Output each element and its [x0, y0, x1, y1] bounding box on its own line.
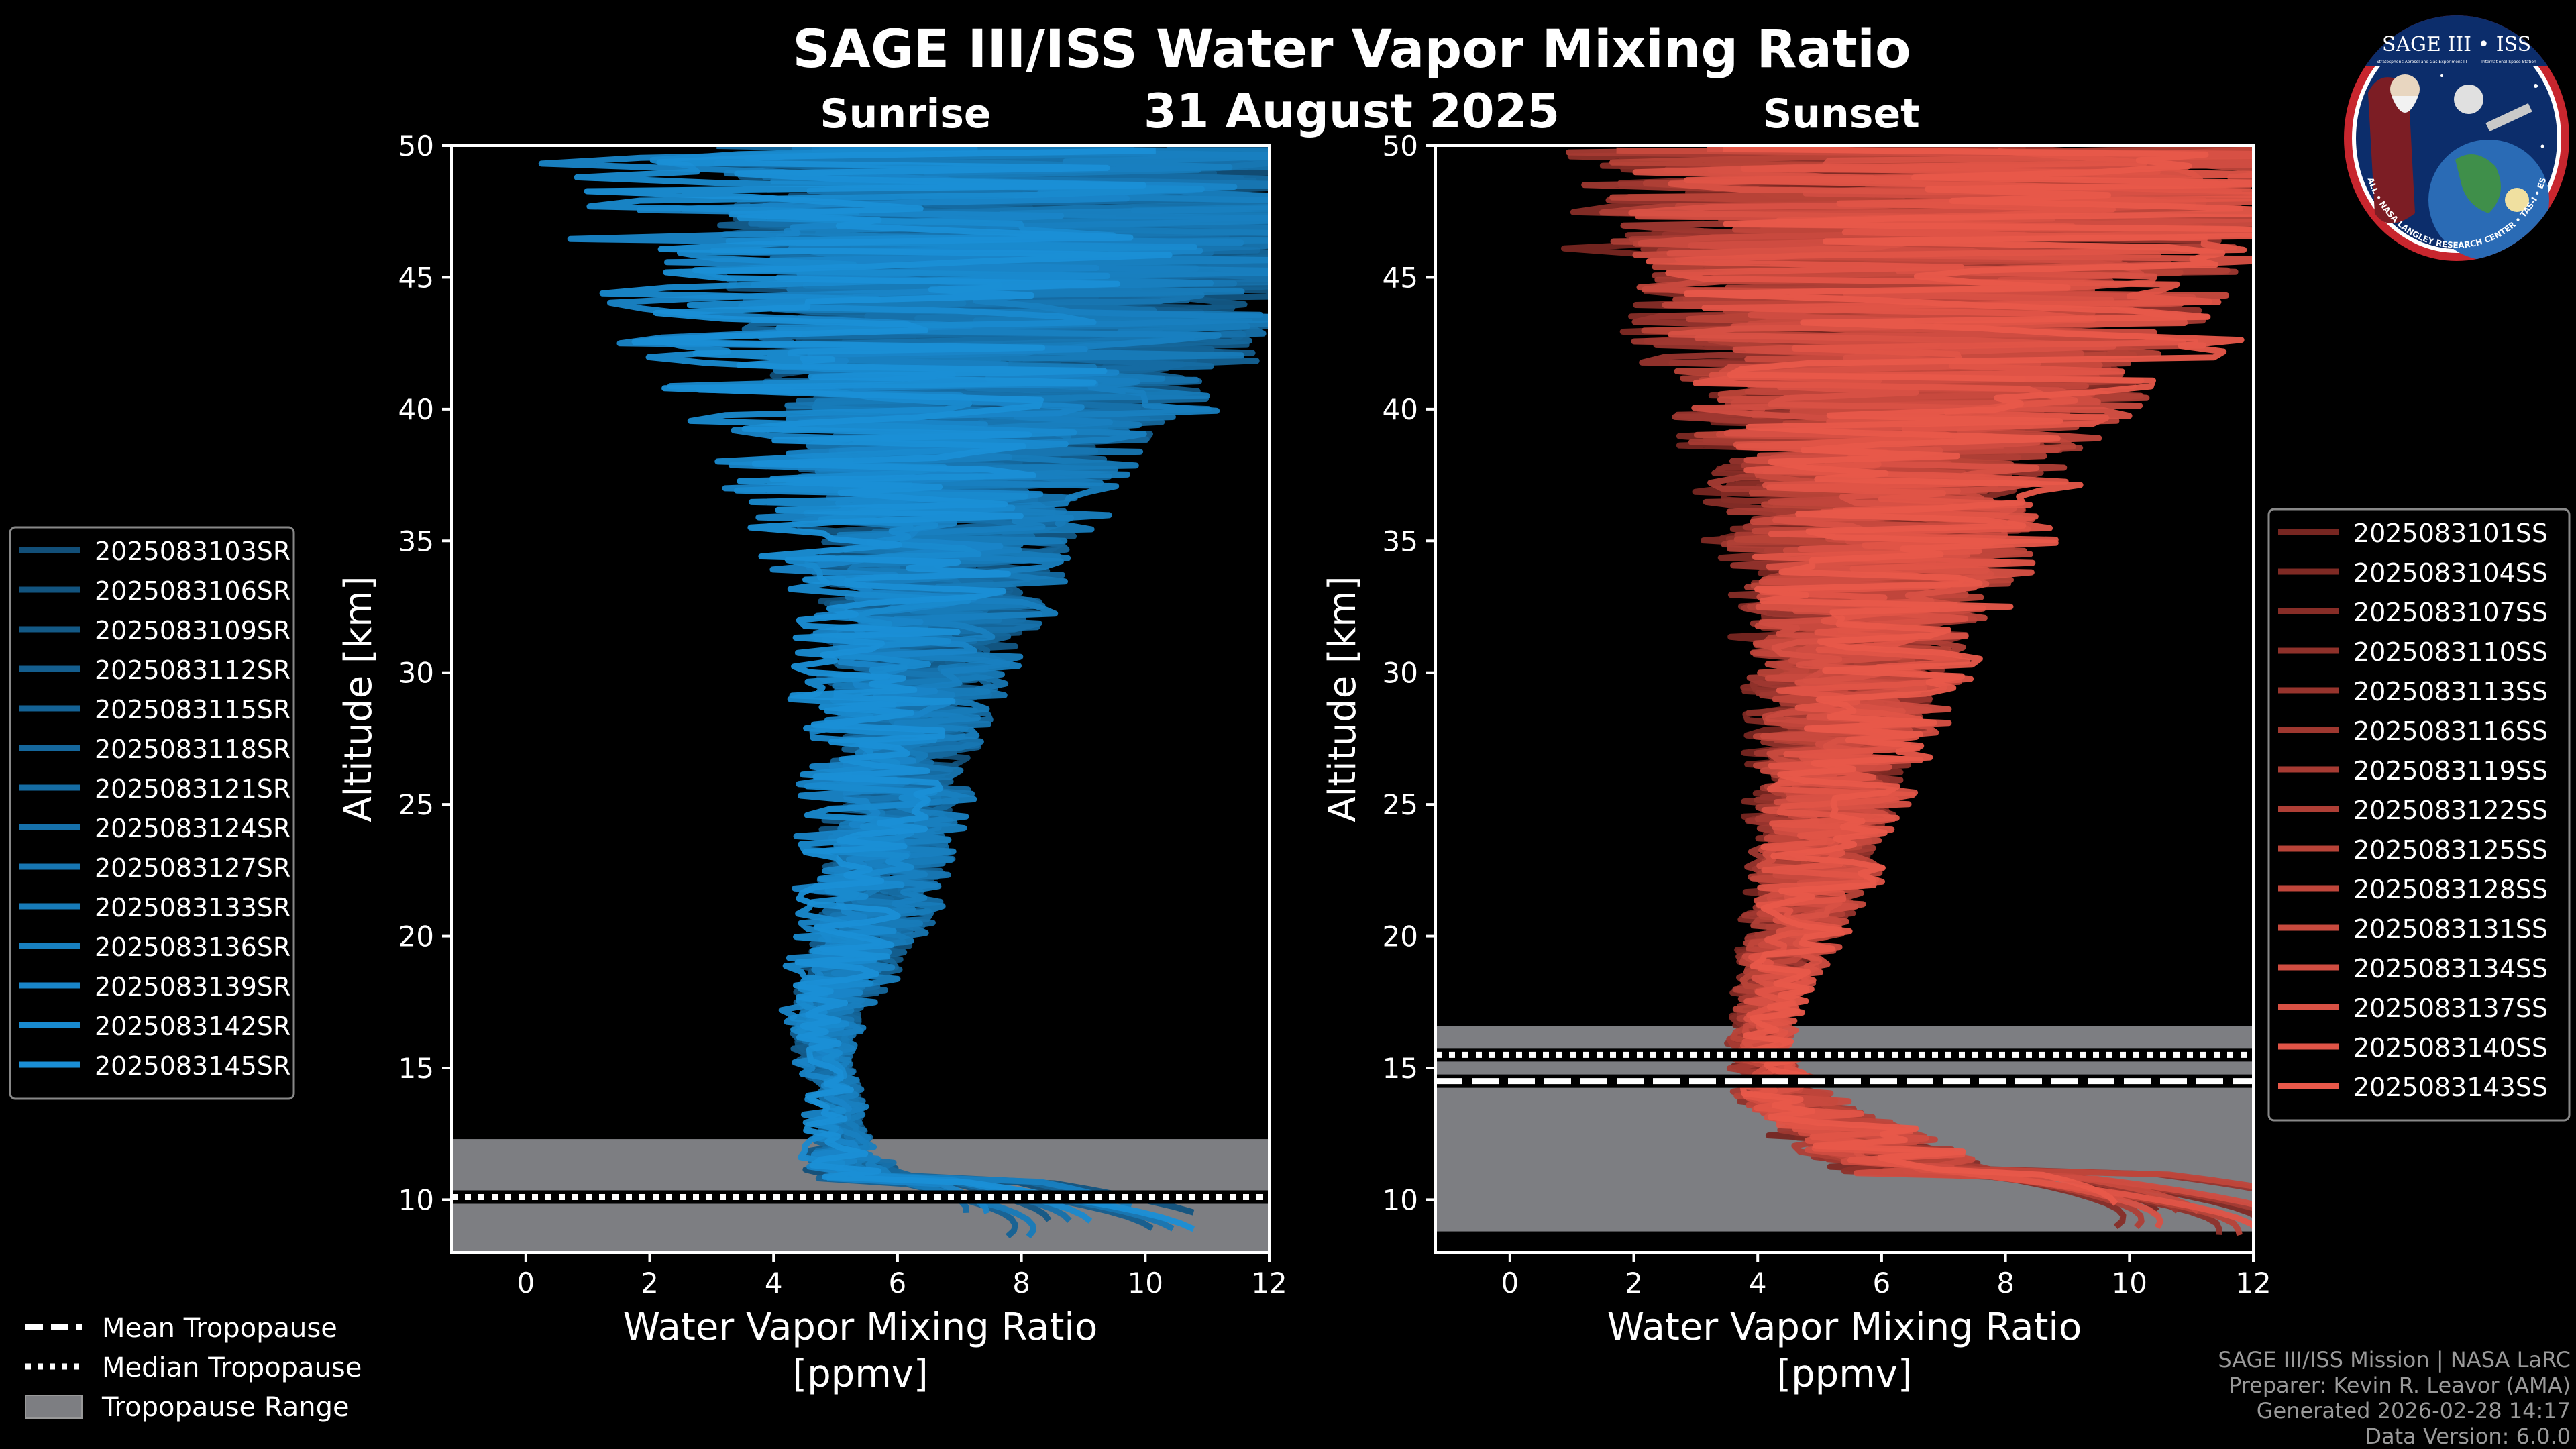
sunset-legend: 2025083101SS 2025083104SS 2025083107SS 2025…	[2267, 508, 2571, 1122]
sunset-y-axis-label: Altitude [km]	[1321, 576, 1364, 822]
sunrise-y-tick-label: 35	[398, 525, 434, 557]
sunrise-y-tick-label: 15	[398, 1052, 434, 1085]
sunset-y-tick-label: 30	[1383, 657, 1418, 690]
sunset-legend-label: 2025083107SS	[2353, 598, 2548, 627]
sunrise-legend-box	[9, 526, 295, 1100]
sunset-x-tick-label: 12	[2235, 1267, 2271, 1299]
sunset-x-tick-label: 8	[1996, 1267, 2015, 1299]
sunrise-axis-ticks: 0 2 4 6 8 10 12 10 15 20 25 30 35 40 45 50	[398, 129, 1287, 1299]
sunrise-legend: 2025083103SR 2025083106SR 2025083109SR 2025…	[9, 526, 295, 1100]
sunset-panel-title: Sunset	[1763, 91, 1920, 138]
sunset-legend-label: 2025083134SS	[2353, 954, 2548, 983]
sunrise-y-tick-label: 25	[398, 788, 434, 821]
sunset-y-tick-label: 40	[1383, 393, 1418, 426]
sunset-legend-label: 2025083101SS	[2353, 519, 2548, 548]
sunset-legend-label: 2025083125SS	[2353, 835, 2548, 865]
sunrise-legend-label: 2025083112SR	[95, 655, 290, 685]
footer-line: SAGE III/ISS Mission | NASA LaRC	[2218, 1347, 2571, 1373]
sunset-panel: Sunset 0 2 4 6 8 10 12 10 15 20 25 30 35 40 45 50 Altit…	[1321, 91, 2271, 1396]
sunrise-legend-label: 2025083118SR	[95, 735, 290, 764]
sunrise-legend-label: 2025083142SR	[95, 1012, 290, 1041]
sunset-x-tick-label: 6	[1873, 1267, 1891, 1299]
sunrise-legend-label: 2025083115SR	[95, 695, 290, 724]
sunrise-x-tick-label: 12	[1251, 1267, 1287, 1299]
median-tropopause-label: Median Tropopause	[102, 1352, 362, 1383]
sunset-legend-label: 2025083128SS	[2353, 875, 2548, 904]
sunset-x-axis-label: Water Vapor Mixing Ratio [ppmv]	[1607, 1305, 2082, 1396]
sunrise-x-tick-label: 6	[889, 1267, 907, 1299]
sunrise-legend-label: 2025083133SR	[95, 893, 290, 922]
sunset-y-tick-label: 35	[1383, 525, 1418, 557]
tropopause-range-swatch	[25, 1395, 83, 1419]
sunset-legend-label: 2025083143SS	[2353, 1073, 2548, 1102]
sunset-y-tick-label: 50	[1383, 129, 1418, 162]
sunrise-y-tick-label: 50	[398, 129, 434, 162]
sunset-y-tick-label: 15	[1383, 1052, 1418, 1085]
sunrise-y-tick-label: 45	[398, 261, 434, 294]
sage-mission-patch-logo: SAGE III • ISS Stratospheric Aerosol and…	[2341, 12, 2569, 261]
sunset-legend-label: 2025083131SS	[2353, 914, 2548, 944]
sunset-legend-label: 2025083140SS	[2353, 1033, 2548, 1063]
sunset-x-tick-label: 4	[1749, 1267, 1767, 1299]
sunrise-profile-2025083145SR	[584, 148, 1195, 1232]
sunrise-legend-label: 2025083103SR	[95, 537, 290, 566]
sunrise-x-tick-label: 0	[517, 1267, 535, 1299]
sunrise-x-tick-label: 8	[1012, 1267, 1030, 1299]
sunset-axis-ticks: 0 2 4 6 8 10 12 10 15 20 25 30 35 40 45 50	[1383, 129, 2271, 1299]
sunrise-legend-label: 2025083121SR	[95, 774, 290, 804]
sunrise-panel-title: Sunrise	[820, 91, 991, 138]
sunset-axes-frame	[1434, 144, 2255, 1254]
sunset-y-tick-label: 45	[1383, 261, 1418, 294]
sunset-legend-label: 2025083119SS	[2353, 756, 2548, 786]
sunrise-y-axis-label: Altitude [km]	[337, 576, 380, 822]
sunrise-y-tick-label: 40	[398, 393, 434, 426]
sunrise-axes-frame	[450, 144, 1271, 1254]
sunset-legend-label: 2025083137SS	[2353, 994, 2548, 1023]
sunrise-panel: Sunrise 0 2 4 6 8 10 12 10 15 20 25 30 35 40 45 50 Alti…	[337, 91, 1287, 1396]
logo-title: SAGE III • ISS	[2382, 33, 2531, 56]
mean-tropopause-label: Mean Tropopause	[102, 1313, 337, 1344]
sunset-legend-box	[2267, 508, 2571, 1122]
sunset-legend-label: 2025083113SS	[2353, 677, 2548, 706]
footer-line: Generated 2026-02-28 14:17	[2257, 1398, 2571, 1424]
tropopause-range-label: Tropopause Range	[101, 1392, 350, 1423]
sunset-y-tick-label: 25	[1383, 788, 1418, 821]
sunrise-legend-label: 2025083124SR	[95, 814, 290, 843]
sunrise-legend-label: 2025083106SR	[95, 576, 290, 606]
sunrise-legend-label: 2025083139SR	[95, 972, 290, 1002]
tropopause-legend: Mean Tropopause Median Tropopause Tropop…	[25, 1313, 362, 1423]
sunset-y-tick-label: 20	[1383, 920, 1418, 953]
sunset-x-tick-label: 10	[2112, 1267, 2147, 1299]
sunrise-y-tick-label: 30	[398, 657, 434, 690]
figure-title: SAGE III/ISS Water Vapor Mixing Ratio	[792, 19, 1911, 80]
sunrise-y-tick-label: 20	[398, 920, 434, 953]
sunset-y-tick-label: 10	[1383, 1183, 1418, 1216]
sunset-profile-2025083143SS	[1683, 146, 2253, 1206]
footer-line: Preparer: Kevin R. Leavor (AMA)	[2229, 1373, 2571, 1398]
logo-subtitle-left: Stratospheric Aerosol and Gas Experiment…	[2377, 60, 2467, 64]
sunrise-legend-label: 2025083109SR	[95, 616, 290, 645]
sunset-legend-label: 2025083104SS	[2353, 558, 2548, 588]
sunrise-legend-label: 2025083136SR	[95, 932, 290, 962]
sunset-legend-label: 2025083110SS	[2353, 637, 2548, 667]
sunrise-legend-label: 2025083145SR	[95, 1051, 290, 1081]
figure-date: 31 August 2025	[1144, 84, 1560, 139]
sunrise-x-axis-label: Water Vapor Mixing Ratio [ppmv]	[623, 1305, 1097, 1396]
sunrise-x-tick-label: 4	[765, 1267, 783, 1299]
sunrise-legend-label: 2025083127SR	[95, 853, 290, 883]
footer-line: Data Version: 6.0.0	[2365, 1424, 2571, 1449]
sunrise-y-tick-label: 10	[398, 1183, 434, 1216]
sunset-legend-label: 2025083122SS	[2353, 796, 2548, 825]
logo-subtitle-right: International Space Station	[2481, 60, 2536, 64]
sunset-x-tick-label: 2	[1625, 1267, 1643, 1299]
sunrise-x-tick-label: 2	[641, 1267, 659, 1299]
sunset-tropopause-lines	[1436, 1048, 2253, 1088]
sunset-legend-label: 2025083116SS	[2353, 716, 2548, 746]
footer-credits: SAGE III/ISS Mission | NASA LaRC Prepare…	[2218, 1347, 2571, 1449]
sunrise-x-tick-label: 10	[1128, 1267, 1163, 1299]
sunset-x-tick-label: 0	[1501, 1267, 1519, 1299]
sunrise-profiles	[538, 146, 1269, 1239]
